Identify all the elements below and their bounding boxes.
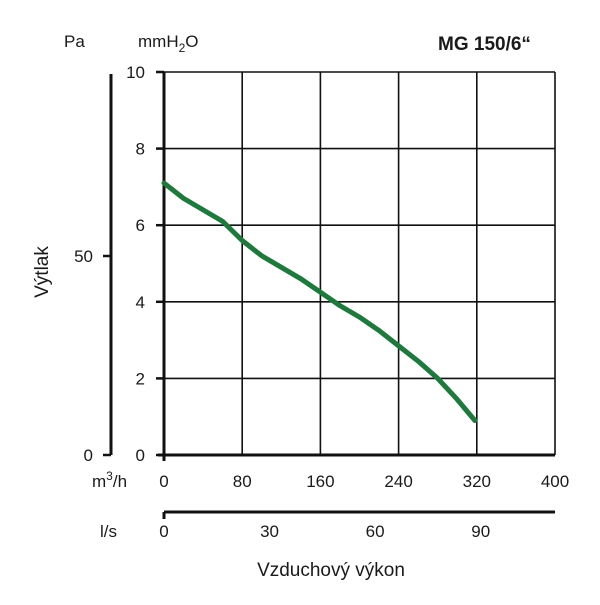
y-tick-label: 4 [136,293,145,312]
y-unit-secondary: Pa [64,32,85,51]
y-tick-label: 0 [136,446,145,465]
secondary-x-tick-label: 0 [159,522,168,541]
x-tick-label: 400 [541,472,569,491]
chart-title: MG 150/6“ [438,34,531,55]
x-unit-primary: m3/h [92,469,127,491]
y-tick-label: 2 [136,369,145,388]
plot-axes [156,72,555,461]
x-tick-label: 320 [463,472,491,491]
x-tick-label: 160 [306,472,334,491]
y-tick-labels: 10 8 6 4 2 0 [126,63,145,465]
y-unit-primary: mmH2O [138,32,199,55]
secondary-y-tick-label: 0 [84,446,93,465]
y-tick-label: 8 [136,140,145,159]
x-tick-label: 240 [384,472,412,491]
x-tick-label: 0 [159,472,168,491]
x-axis-title: Vzduchový výkon [257,560,405,581]
secondary-x-tick-label: 30 [260,522,279,541]
plot-grid [164,72,555,455]
x-tick-label: 80 [233,472,252,491]
secondary-x-tick-label: 90 [471,522,490,541]
y-tick-label: 10 [126,63,145,82]
secondary-x-tick-label: 60 [366,522,385,541]
secondary-y-tick-label: 50 [74,247,93,266]
x-tick-labels: 0 80 160 240 320 400 [159,472,569,491]
y-tick-label: 6 [136,216,145,235]
y-axis-title: Výtlak [32,246,53,298]
x-unit-secondary: l/s [100,522,117,541]
